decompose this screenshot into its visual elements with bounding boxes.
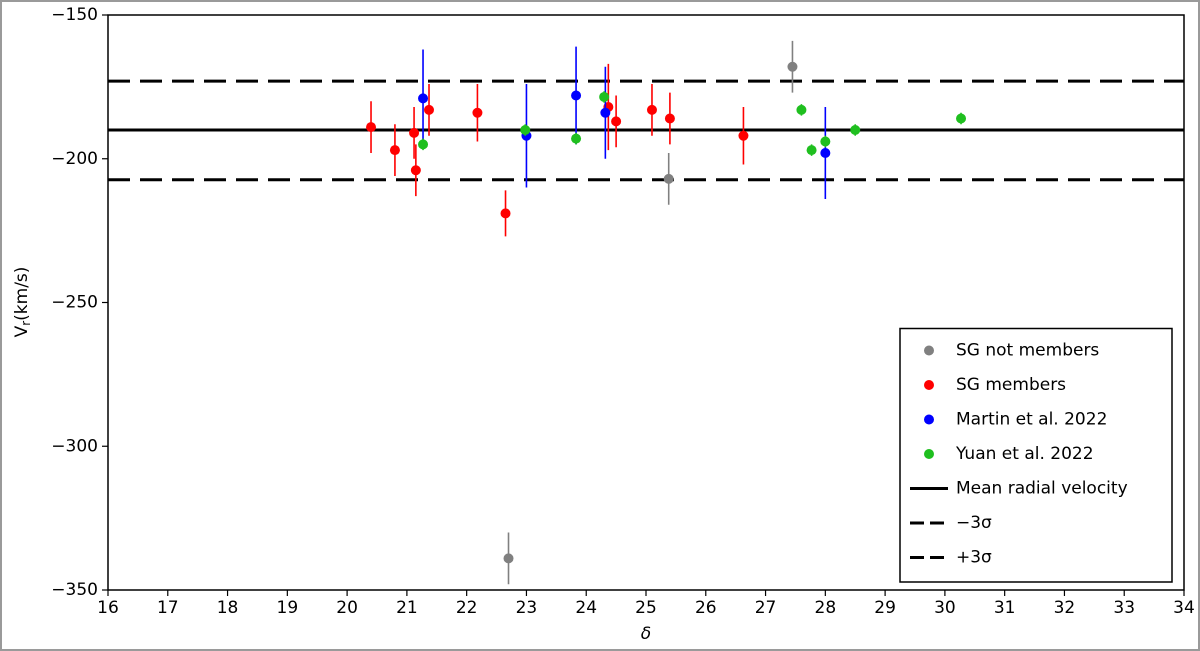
legend-label: Mean radial velocity (956, 479, 1128, 499)
x-axis-label: δ (641, 624, 651, 644)
x-tick-label: 20 (336, 598, 358, 618)
x-tick-label: 19 (277, 598, 299, 618)
point (600, 107, 611, 118)
point (472, 107, 483, 118)
y-tick-label: −150 (51, 5, 98, 25)
point (503, 553, 514, 564)
point (611, 116, 622, 127)
point (571, 90, 582, 101)
point (820, 148, 831, 158)
x-tick-label: 31 (994, 598, 1016, 618)
point (646, 104, 657, 115)
legend-label: +3σ (956, 548, 992, 568)
point (796, 104, 807, 115)
point (520, 125, 531, 135)
point (418, 139, 429, 150)
point (500, 208, 511, 219)
point (389, 145, 400, 156)
point (663, 173, 674, 184)
point (366, 122, 377, 133)
y-axis-label: Vr(km/s) (12, 267, 33, 338)
x-tick-label: 25 (635, 598, 657, 618)
x-tick-label: 21 (396, 598, 418, 618)
point (409, 127, 420, 138)
y-tick-label: −250 (51, 293, 98, 313)
point (787, 61, 798, 72)
y-tick-label: −300 (51, 436, 98, 456)
legend-marker (924, 449, 934, 459)
point (571, 133, 582, 144)
legend-box (899, 327, 1173, 583)
x-tick-label: 16 (97, 598, 119, 618)
point (956, 113, 967, 124)
x-tick-label: 26 (695, 598, 717, 618)
y-label-main: V (12, 325, 32, 337)
y-label-unit: (km/s) (12, 267, 32, 321)
legend-label: SG not members (956, 341, 1099, 361)
x-tick-label: 27 (755, 598, 777, 618)
point (418, 93, 429, 104)
legend-label: SG members (956, 375, 1066, 395)
legend-marker (924, 414, 934, 425)
point (410, 165, 421, 176)
legend-label: Yuan et al. 2022 (955, 444, 1094, 464)
legend-marker (924, 345, 934, 356)
legend-marker (924, 380, 934, 390)
legend-label: −3σ (956, 513, 992, 533)
y-label-sub: r (19, 321, 33, 326)
x-tick-label: 17 (157, 598, 179, 618)
point (820, 136, 831, 147)
point (850, 125, 861, 135)
x-tick-label: 23 (516, 598, 538, 618)
point (738, 130, 749, 141)
plot-frame (107, 14, 1185, 591)
point (806, 145, 817, 156)
x-tick-label: 33 (1113, 598, 1135, 618)
x-tick-label: 32 (1054, 598, 1076, 618)
y-tick-label: −350 (51, 580, 98, 600)
y-tick-label: −200 (51, 149, 98, 169)
point (664, 113, 675, 124)
x-tick-label: 34 (1173, 598, 1195, 618)
x-tick-label: 29 (874, 598, 896, 618)
x-tick-label: 24 (575, 598, 597, 618)
point (424, 104, 435, 115)
x-tick-label: 30 (934, 598, 956, 618)
x-tick-label: 22 (456, 598, 478, 618)
legend-label: Martin et al. 2022 (956, 410, 1107, 430)
x-tick-label: 18 (217, 598, 239, 618)
point (599, 91, 610, 102)
x-tick-label: 28 (815, 598, 837, 618)
